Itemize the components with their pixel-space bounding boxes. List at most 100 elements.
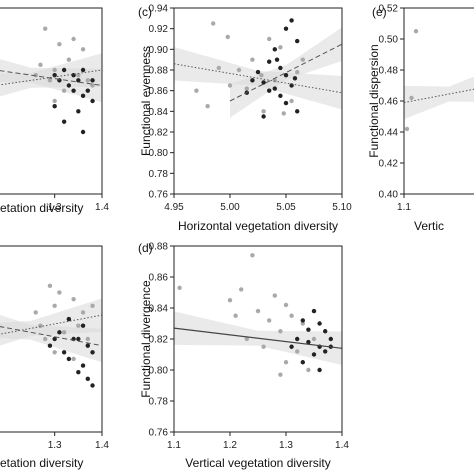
data-point-grey	[71, 36, 76, 42]
y-tick-label: 0.84	[149, 304, 169, 315]
data-point-grey	[306, 367, 311, 373]
data-point-grey	[66, 57, 72, 62]
x-tick-label: 1.4	[95, 440, 109, 451]
data-point-grey	[205, 103, 210, 109]
x-axis-label: etation diversity	[0, 201, 83, 215]
data-point-black	[278, 65, 283, 71]
data-point-black	[90, 78, 95, 83]
data-point-grey	[413, 29, 419, 34]
data-point-grey	[52, 98, 57, 104]
y-tick-label: 0.46	[379, 97, 399, 108]
data-point-black	[323, 329, 328, 334]
data-point-grey	[283, 302, 289, 308]
x-tick-label: 1.1	[397, 202, 411, 213]
data-point-grey	[236, 67, 242, 73]
data-point-black	[57, 330, 62, 335]
y-axis-label: Functional evenness	[139, 46, 153, 156]
data-point-black	[80, 129, 86, 135]
data-point-black	[311, 352, 317, 357]
y-tick-label: 0.88	[149, 242, 169, 253]
data-point-grey	[278, 372, 283, 377]
data-point-black	[80, 363, 86, 368]
data-point-black	[85, 343, 91, 348]
x-tick-label: 1.3	[48, 202, 62, 213]
data-point-grey	[295, 69, 300, 75]
y-tick-label: 0.80	[149, 148, 169, 159]
data-point-black	[283, 72, 289, 78]
data-point-grey	[194, 88, 199, 93]
y-tick-label: 0.52	[379, 4, 399, 15]
data-point-black	[76, 370, 81, 375]
data-point-grey	[47, 283, 53, 289]
plot-frame	[0, 7, 103, 195]
plot-area	[0, 26, 102, 135]
data-point-grey	[211, 21, 216, 26]
trend-line-dotted	[0, 69, 102, 86]
data-point-grey	[300, 57, 305, 62]
data-point-grey	[57, 41, 62, 47]
data-point-grey	[61, 330, 67, 335]
trend-line-dashed	[229, 43, 342, 102]
data-point-grey	[47, 78, 53, 83]
data-point-grey	[61, 88, 67, 93]
data-point-grey	[300, 321, 305, 326]
confidence-band	[404, 76, 474, 120]
data-point-black	[289, 344, 294, 349]
trend-line-dotted	[174, 63, 342, 94]
x-axis-label: Vertical vegetation diversity	[185, 456, 330, 470]
x-tick-label: 4.95	[164, 202, 184, 213]
data-point-grey	[225, 34, 230, 40]
data-point-black	[76, 336, 81, 342]
y-tick-label: 0.76	[149, 428, 169, 439]
data-point-grey	[261, 109, 266, 114]
plot-frame	[173, 7, 343, 195]
data-point-grey	[71, 356, 76, 362]
data-point-grey	[216, 65, 221, 71]
data-point-grey	[289, 313, 294, 318]
y-tick-label: 0.48	[379, 66, 399, 77]
data-point-grey	[281, 111, 286, 116]
data-point-black	[66, 316, 72, 322]
x-tick-label: 1.3	[279, 440, 293, 451]
data-point-black	[306, 327, 311, 332]
data-point-grey	[85, 78, 91, 83]
data-point-grey	[259, 72, 264, 78]
data-point-grey	[404, 126, 410, 132]
y-tick-label: 0.94	[149, 4, 169, 15]
x-tick-label: 1.1	[167, 440, 181, 451]
data-point-black	[278, 93, 283, 99]
data-point-black	[52, 336, 57, 342]
data-point-black	[267, 59, 272, 64]
confidence-band	[230, 27, 342, 118]
data-point-grey	[71, 296, 76, 302]
data-point-grey	[76, 72, 81, 78]
plot-area	[0, 283, 102, 388]
data-point-black	[85, 88, 91, 93]
data-point-grey	[33, 310, 38, 315]
data-point-grey	[278, 329, 283, 334]
x-tick-label: 1.4	[335, 440, 349, 451]
data-point-grey	[90, 303, 95, 308]
data-point-black	[90, 350, 95, 355]
panel-label: (e)	[372, 5, 387, 19]
data-point-grey	[289, 98, 294, 104]
data-point-black	[80, 323, 86, 328]
data-point-grey	[177, 285, 182, 291]
data-point-grey	[278, 45, 283, 50]
data-point-black	[76, 78, 81, 83]
data-point-black	[283, 100, 289, 106]
data-point-black	[255, 69, 261, 75]
data-point-grey	[43, 26, 48, 31]
data-point-grey	[244, 86, 249, 91]
x-tick-label: 5.05	[276, 202, 296, 213]
data-point-black	[66, 83, 72, 88]
data-point-black	[80, 67, 86, 73]
panel-b2: 1.3 1.4 etation diversity	[0, 245, 109, 470]
y-tick-label: 0.40	[379, 190, 399, 201]
y-tick-label: 0.78	[149, 169, 169, 180]
data-point-grey	[57, 290, 62, 295]
y-tick-label: 0.88	[149, 66, 169, 77]
y-tick-label: 0.44	[379, 128, 399, 139]
y-tick-label: 0.42	[379, 159, 399, 170]
data-point-black	[90, 98, 95, 104]
